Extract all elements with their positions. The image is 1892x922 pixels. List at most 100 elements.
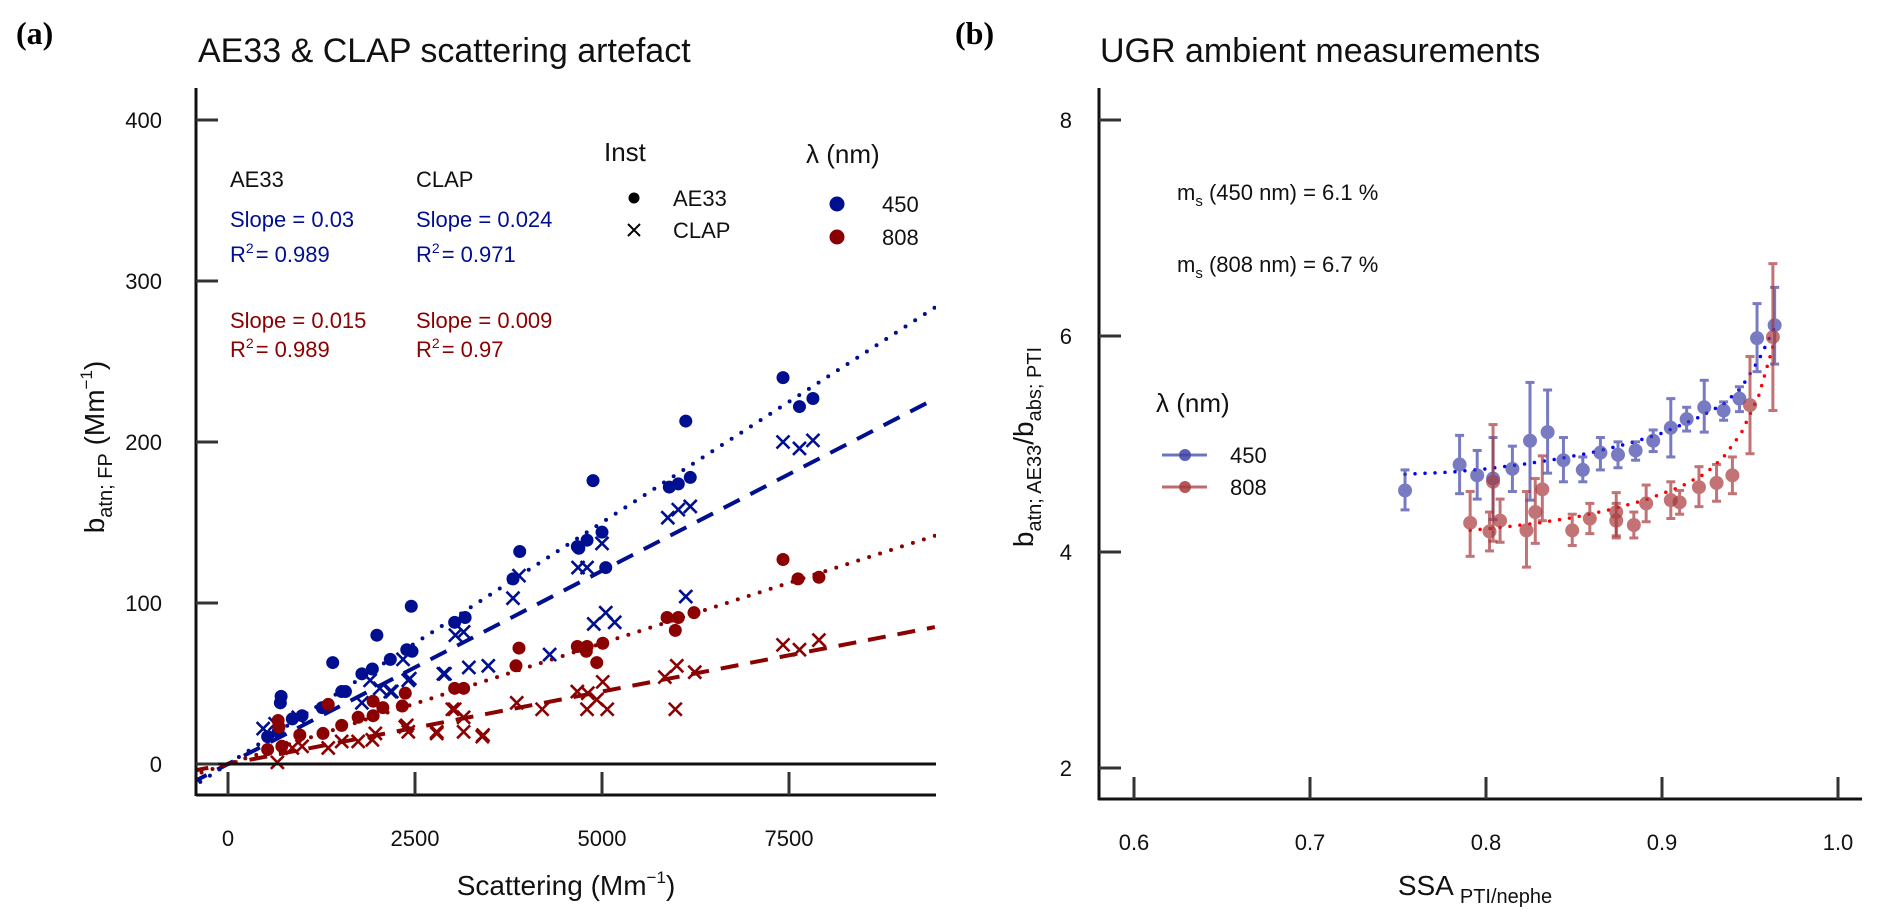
panel-b-label: (b)	[955, 15, 994, 51]
legend-450-dot-icon	[829, 196, 845, 212]
panel-a-x-label: Scattering (Mm−1)	[457, 868, 676, 901]
data-point	[456, 709, 472, 725]
data-point	[607, 614, 623, 630]
fit-curve-450	[1403, 325, 1777, 476]
r-sup: 2	[432, 240, 440, 256]
data-point	[398, 686, 412, 700]
data-point	[354, 695, 370, 711]
fit-curve-808	[1468, 345, 1775, 533]
data-point	[326, 656, 340, 670]
data-point	[580, 639, 594, 653]
data-point-with-errorbar	[1493, 497, 1508, 544]
data-point	[590, 656, 604, 670]
y-tick-label: 400	[125, 108, 162, 133]
fit-line-ae33-450	[196, 305, 936, 788]
data-point	[512, 641, 526, 655]
series-ae33-808	[261, 553, 826, 757]
x-tick-label: 0	[222, 826, 234, 851]
clap-450-slope: Slope = 0.024	[416, 207, 552, 232]
y-tick-label: 4	[1060, 540, 1072, 565]
data-point	[290, 709, 306, 725]
data-point	[791, 572, 805, 586]
panel-a: (a) AE33 & CLAP scattering artefact 0 100…	[16, 15, 936, 901]
data-point	[586, 616, 602, 632]
data-point	[1611, 447, 1625, 462]
r-sup: 2	[246, 335, 254, 351]
y-label-main: b	[1008, 532, 1039, 548]
panel-a-y-ticks: 0 100 200 300 400	[125, 108, 218, 777]
y-label-sub: atn; FP	[95, 453, 117, 517]
ae33-450-slope: Slope = 0.03	[230, 207, 354, 232]
data-point	[437, 666, 453, 682]
x-label-sup: −1	[647, 868, 666, 887]
data-point-with-errorbar	[1556, 436, 1571, 484]
x-label-sub: PTI/nephe	[1460, 886, 1552, 908]
ms-808-annotation: ms (808 nm) = 6.7 %	[1177, 252, 1378, 282]
data-point	[1528, 505, 1543, 520]
data-point-with-errorbar	[1593, 436, 1608, 472]
data-point	[1709, 475, 1724, 490]
m-sub: s	[1195, 265, 1203, 282]
data-point	[269, 754, 285, 770]
legend-lambda-title: λ (nm)	[806, 139, 880, 169]
data-point	[350, 734, 366, 749]
data-point-with-errorbar	[1463, 490, 1478, 558]
x-tick-label: 1.0	[1823, 830, 1854, 855]
data-point	[1663, 420, 1678, 435]
r-sup: 2	[246, 240, 254, 256]
data-point	[683, 470, 697, 484]
data-point	[366, 694, 380, 708]
ae33-808-slope: Slope = 0.015	[230, 308, 366, 333]
r-label: R	[230, 337, 246, 362]
fit-line-ae33-808	[196, 533, 936, 777]
data-point	[321, 697, 335, 711]
legend-circle-marker-icon	[628, 192, 640, 204]
data-point	[667, 701, 683, 717]
y-tick-label: 2	[1060, 756, 1072, 781]
data-point	[679, 414, 693, 428]
r2-value: = 0.971	[442, 242, 516, 267]
data-point	[372, 680, 388, 696]
data-point	[1646, 433, 1661, 448]
x-label-main: SSA	[1398, 870, 1454, 901]
r-label: R	[416, 242, 432, 267]
data-point	[335, 718, 349, 732]
data-point	[274, 689, 288, 703]
data-point-with-errorbar	[1639, 483, 1654, 524]
legend-808-dot-icon	[829, 229, 845, 245]
data-point	[320, 740, 336, 756]
r-label: R	[230, 242, 246, 267]
data-point	[255, 721, 271, 736]
data-point	[594, 536, 610, 551]
r2-value: = 0.97	[442, 337, 504, 362]
data-point-with-errorbar	[1565, 512, 1580, 548]
legend-808-dot-icon	[1179, 481, 1191, 493]
data-point	[370, 628, 384, 642]
data-point	[366, 709, 380, 723]
data-point	[294, 738, 310, 754]
data-point-with-errorbar	[1725, 455, 1740, 496]
data-point	[293, 728, 307, 742]
r-label: R	[416, 337, 432, 362]
data-point	[509, 659, 523, 673]
r2-value: = 0.989	[256, 337, 330, 362]
data-point	[1575, 462, 1590, 477]
panel-a-fit-stats: AE33 CLAP Slope = 0.03 R2= 0.989 Slope =…	[230, 167, 552, 362]
data-point-with-errorbar	[1582, 501, 1597, 536]
panel-b-x-label: SSA PTI/nephe	[1398, 870, 1552, 908]
clap-808-r2: R2= 0.97	[416, 335, 503, 362]
data-point-with-errorbar	[1535, 454, 1550, 523]
m-sub: s	[1195, 193, 1203, 210]
data-point-with-errorbar	[1663, 397, 1678, 459]
data-point	[1725, 468, 1740, 483]
data-point	[513, 544, 527, 558]
data-point	[1691, 480, 1706, 495]
data-point	[506, 572, 520, 586]
data-point	[404, 599, 418, 613]
data-point	[1519, 523, 1534, 538]
data-point	[1767, 318, 1782, 333]
clap-450-r2: R2= 0.971	[416, 240, 516, 267]
data-point	[671, 610, 685, 624]
data-point	[1582, 511, 1597, 526]
data-point	[261, 743, 275, 757]
